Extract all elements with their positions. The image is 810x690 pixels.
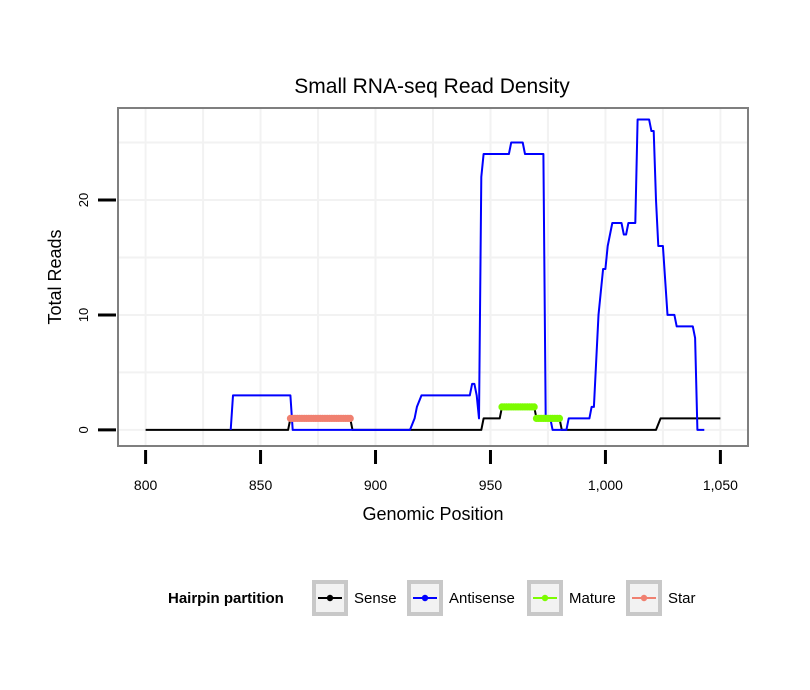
y-tick-label: 10 <box>76 308 91 322</box>
series-point-star <box>346 414 354 423</box>
x-tick-label: 850 <box>249 477 273 493</box>
legend-label-mature: Mature <box>569 590 616 607</box>
series-layer <box>145 118 721 431</box>
legend-key-point <box>541 594 549 602</box>
legend-key-point <box>326 594 334 602</box>
legend: Hairpin partition Sense Antisense Mature St… <box>168 580 696 616</box>
plot-border <box>117 107 749 447</box>
x-tick-label: 950 <box>479 477 503 493</box>
x-tick-label: 1,050 <box>703 477 738 493</box>
series-point-mature <box>555 414 564 423</box>
x-tick-label: 1,000 <box>588 477 623 493</box>
legend-key-point <box>640 594 648 602</box>
series-point-mature <box>530 403 538 411</box>
legend-key-point <box>421 594 429 602</box>
legend-label-antisense: Antisense <box>449 590 515 607</box>
grid <box>118 108 748 446</box>
y-tick-label: 0 <box>76 426 91 433</box>
legend-label-sense: Sense <box>354 590 397 607</box>
legend-title: Hairpin partition <box>168 590 284 607</box>
series-line-antisense <box>229 118 705 431</box>
y-axis: 0 10 20 <box>76 193 116 434</box>
x-axis-label: Genomic Position <box>362 504 503 524</box>
chart-title: Small RNA-seq Read Density <box>294 75 570 98</box>
y-tick-label: 20 <box>76 193 91 207</box>
x-tick-label: 900 <box>364 477 388 493</box>
y-axis-label: Total Reads <box>45 229 65 324</box>
x-axis: 800 850 900 950 1,000 1,050 <box>134 450 738 493</box>
x-tick-label: 800 <box>134 477 158 493</box>
legend-label-star: Star <box>668 590 696 607</box>
